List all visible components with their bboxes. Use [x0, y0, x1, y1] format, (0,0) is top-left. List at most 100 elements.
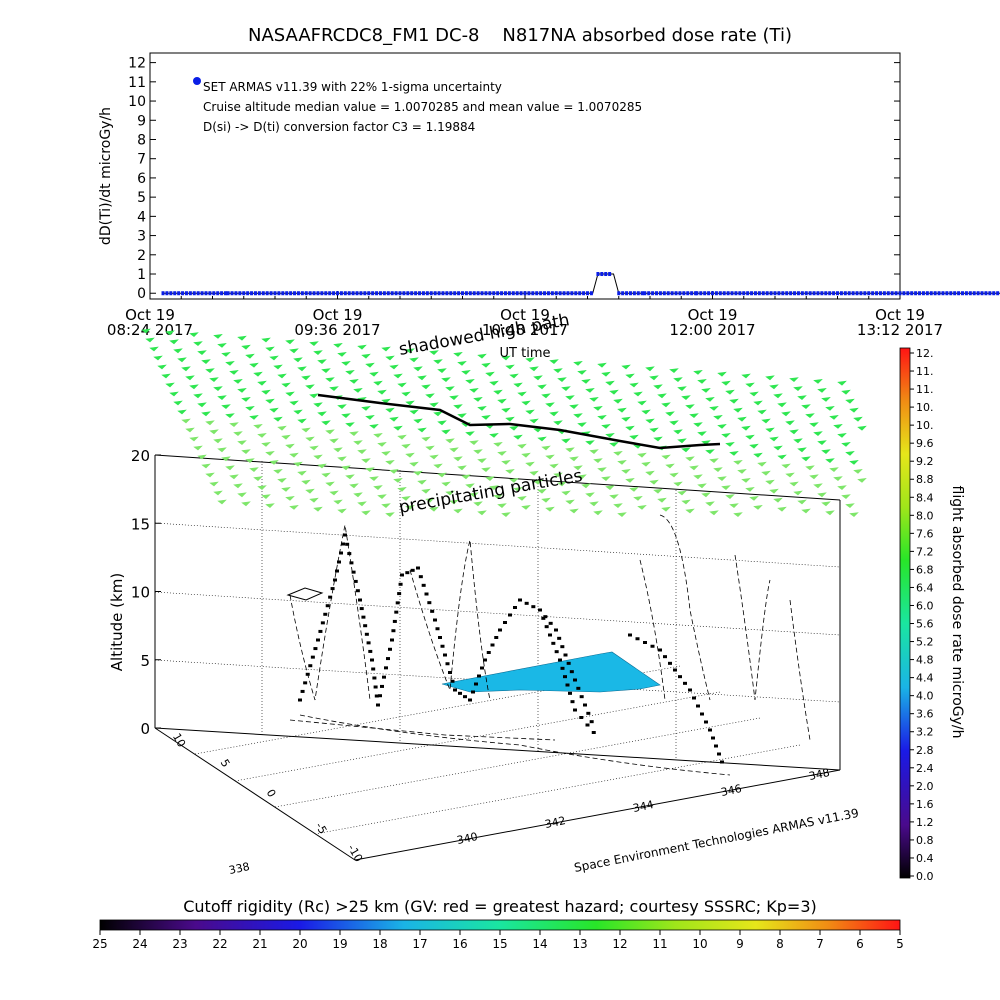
- cutoff-colorbar-tick-label: 16: [452, 937, 467, 951]
- particle-arrow: [549, 411, 559, 417]
- particle-arrow: [241, 449, 251, 454]
- particle-arrow: [657, 393, 667, 399]
- particle-arrow: [541, 497, 551, 503]
- dose-point: [343, 291, 347, 296]
- particle-arrow: [481, 467, 491, 472]
- dose-point: [421, 291, 425, 296]
- particle-arrow: [793, 386, 803, 391]
- particle-arrow: [337, 456, 347, 462]
- particle-arrow: [421, 436, 431, 442]
- trajectory-dot: [570, 700, 575, 704]
- dose-point: [765, 291, 769, 296]
- particle-arrow: [609, 389, 619, 395]
- particle-arrow: [145, 337, 155, 343]
- particle-arrow: [473, 449, 483, 454]
- particle-arrow: [621, 364, 631, 370]
- particle-arrow: [285, 391, 295, 397]
- particle-arrow: [809, 422, 819, 427]
- longitude-tick-label: 338: [228, 860, 251, 877]
- trajectory-dot: [405, 571, 410, 575]
- particle-arrow: [205, 368, 215, 373]
- dose-point: [476, 291, 480, 296]
- particle-arrow: [733, 459, 743, 465]
- trajectory-dot: [508, 613, 512, 617]
- particle-arrow: [665, 463, 675, 469]
- dose-point: [886, 291, 890, 296]
- particle-arrow: [805, 413, 815, 418]
- trajectory-dot: [298, 698, 302, 702]
- dose-point: [714, 291, 718, 296]
- particle-arrow: [293, 461, 303, 467]
- particle-arrow: [737, 416, 747, 422]
- trajectory-dot: [668, 661, 672, 665]
- particle-arrow: [721, 432, 731, 438]
- dose-point: [281, 291, 285, 296]
- dose-point: [234, 291, 238, 296]
- latitude-tick-label: 5: [218, 757, 233, 770]
- dose-point: [839, 291, 843, 296]
- dose-point: [658, 291, 662, 296]
- dose-point: [429, 291, 433, 296]
- particle-arrow: [577, 369, 587, 375]
- particle-arrow: [669, 472, 679, 478]
- trajectory-dot: [450, 679, 455, 683]
- particle-arrow: [193, 341, 203, 346]
- particle-arrow: [349, 378, 359, 384]
- particle-arrow: [249, 414, 259, 420]
- particle-arrow: [701, 492, 711, 498]
- particle-arrow: [561, 386, 571, 391]
- particle-arrow: [477, 458, 487, 463]
- particle-arrow: [765, 427, 775, 433]
- dose-colorbar-tick-label: 2.0: [916, 780, 934, 793]
- particle-arrow: [489, 380, 499, 386]
- particle-arrow: [501, 355, 511, 361]
- cutoff-colorbar-tick-label: 8: [776, 937, 784, 951]
- dose-point: [628, 291, 632, 296]
- trajectory-dot: [359, 607, 364, 611]
- credit-text: Space Environment Technologies ARMAS v11…: [573, 806, 860, 875]
- trajectory-dot: [563, 653, 568, 657]
- trajectory-dot: [345, 542, 350, 546]
- particle-arrow: [281, 486, 291, 492]
- particle-arrow: [293, 357, 303, 363]
- trajectory-dot: [341, 542, 345, 546]
- particle-arrow: [273, 416, 283, 422]
- dose-point: [968, 291, 972, 296]
- trajectory-dot: [355, 589, 360, 593]
- particle-arrow: [825, 405, 835, 411]
- trajectory-dot: [303, 681, 308, 685]
- particle-arrow: [165, 382, 175, 388]
- particle-arrow: [465, 483, 475, 489]
- particle-arrow: [561, 438, 571, 444]
- particle-arrow: [301, 427, 311, 433]
- particle-arrow: [233, 483, 243, 489]
- particle-arrow: [497, 503, 507, 508]
- particle-arrow: [737, 468, 747, 474]
- particle-arrow: [773, 445, 783, 451]
- particle-arrow: [721, 380, 731, 386]
- particle-arrow: [329, 386, 339, 391]
- particle-arrow: [477, 353, 487, 359]
- dose-y-tick-label: 6: [137, 171, 146, 187]
- particle-arrow: [209, 481, 219, 487]
- cutoff-colorbar-ticks: 25 24 23 22 21 20 19 18 17 16 15 14 13 12 11 10 9 8 7 6 5: [92, 930, 904, 951]
- particle-arrow: [573, 413, 583, 418]
- 3d-grid: [154, 461, 841, 835]
- particle-arrow: [273, 364, 283, 370]
- trajectory-dot: [471, 690, 475, 694]
- particle-arrow: [773, 393, 783, 399]
- particle-arrow: [469, 492, 479, 498]
- dose-point: [918, 291, 922, 296]
- trajectory-dot: [566, 661, 571, 665]
- trajectory-dot: [650, 644, 655, 648]
- particle-arrow: [717, 476, 727, 481]
- particle-arrow: [505, 416, 515, 422]
- altitude-tick-label: 20: [131, 447, 150, 465]
- particle-arrow: [593, 405, 603, 411]
- trajectory-dot: [416, 566, 420, 570]
- particle-arrow: [585, 387, 595, 393]
- dose-point: [906, 291, 910, 296]
- particle-arrow: [493, 494, 503, 499]
- particle-arrow: [777, 402, 787, 408]
- dose-point: [523, 291, 527, 296]
